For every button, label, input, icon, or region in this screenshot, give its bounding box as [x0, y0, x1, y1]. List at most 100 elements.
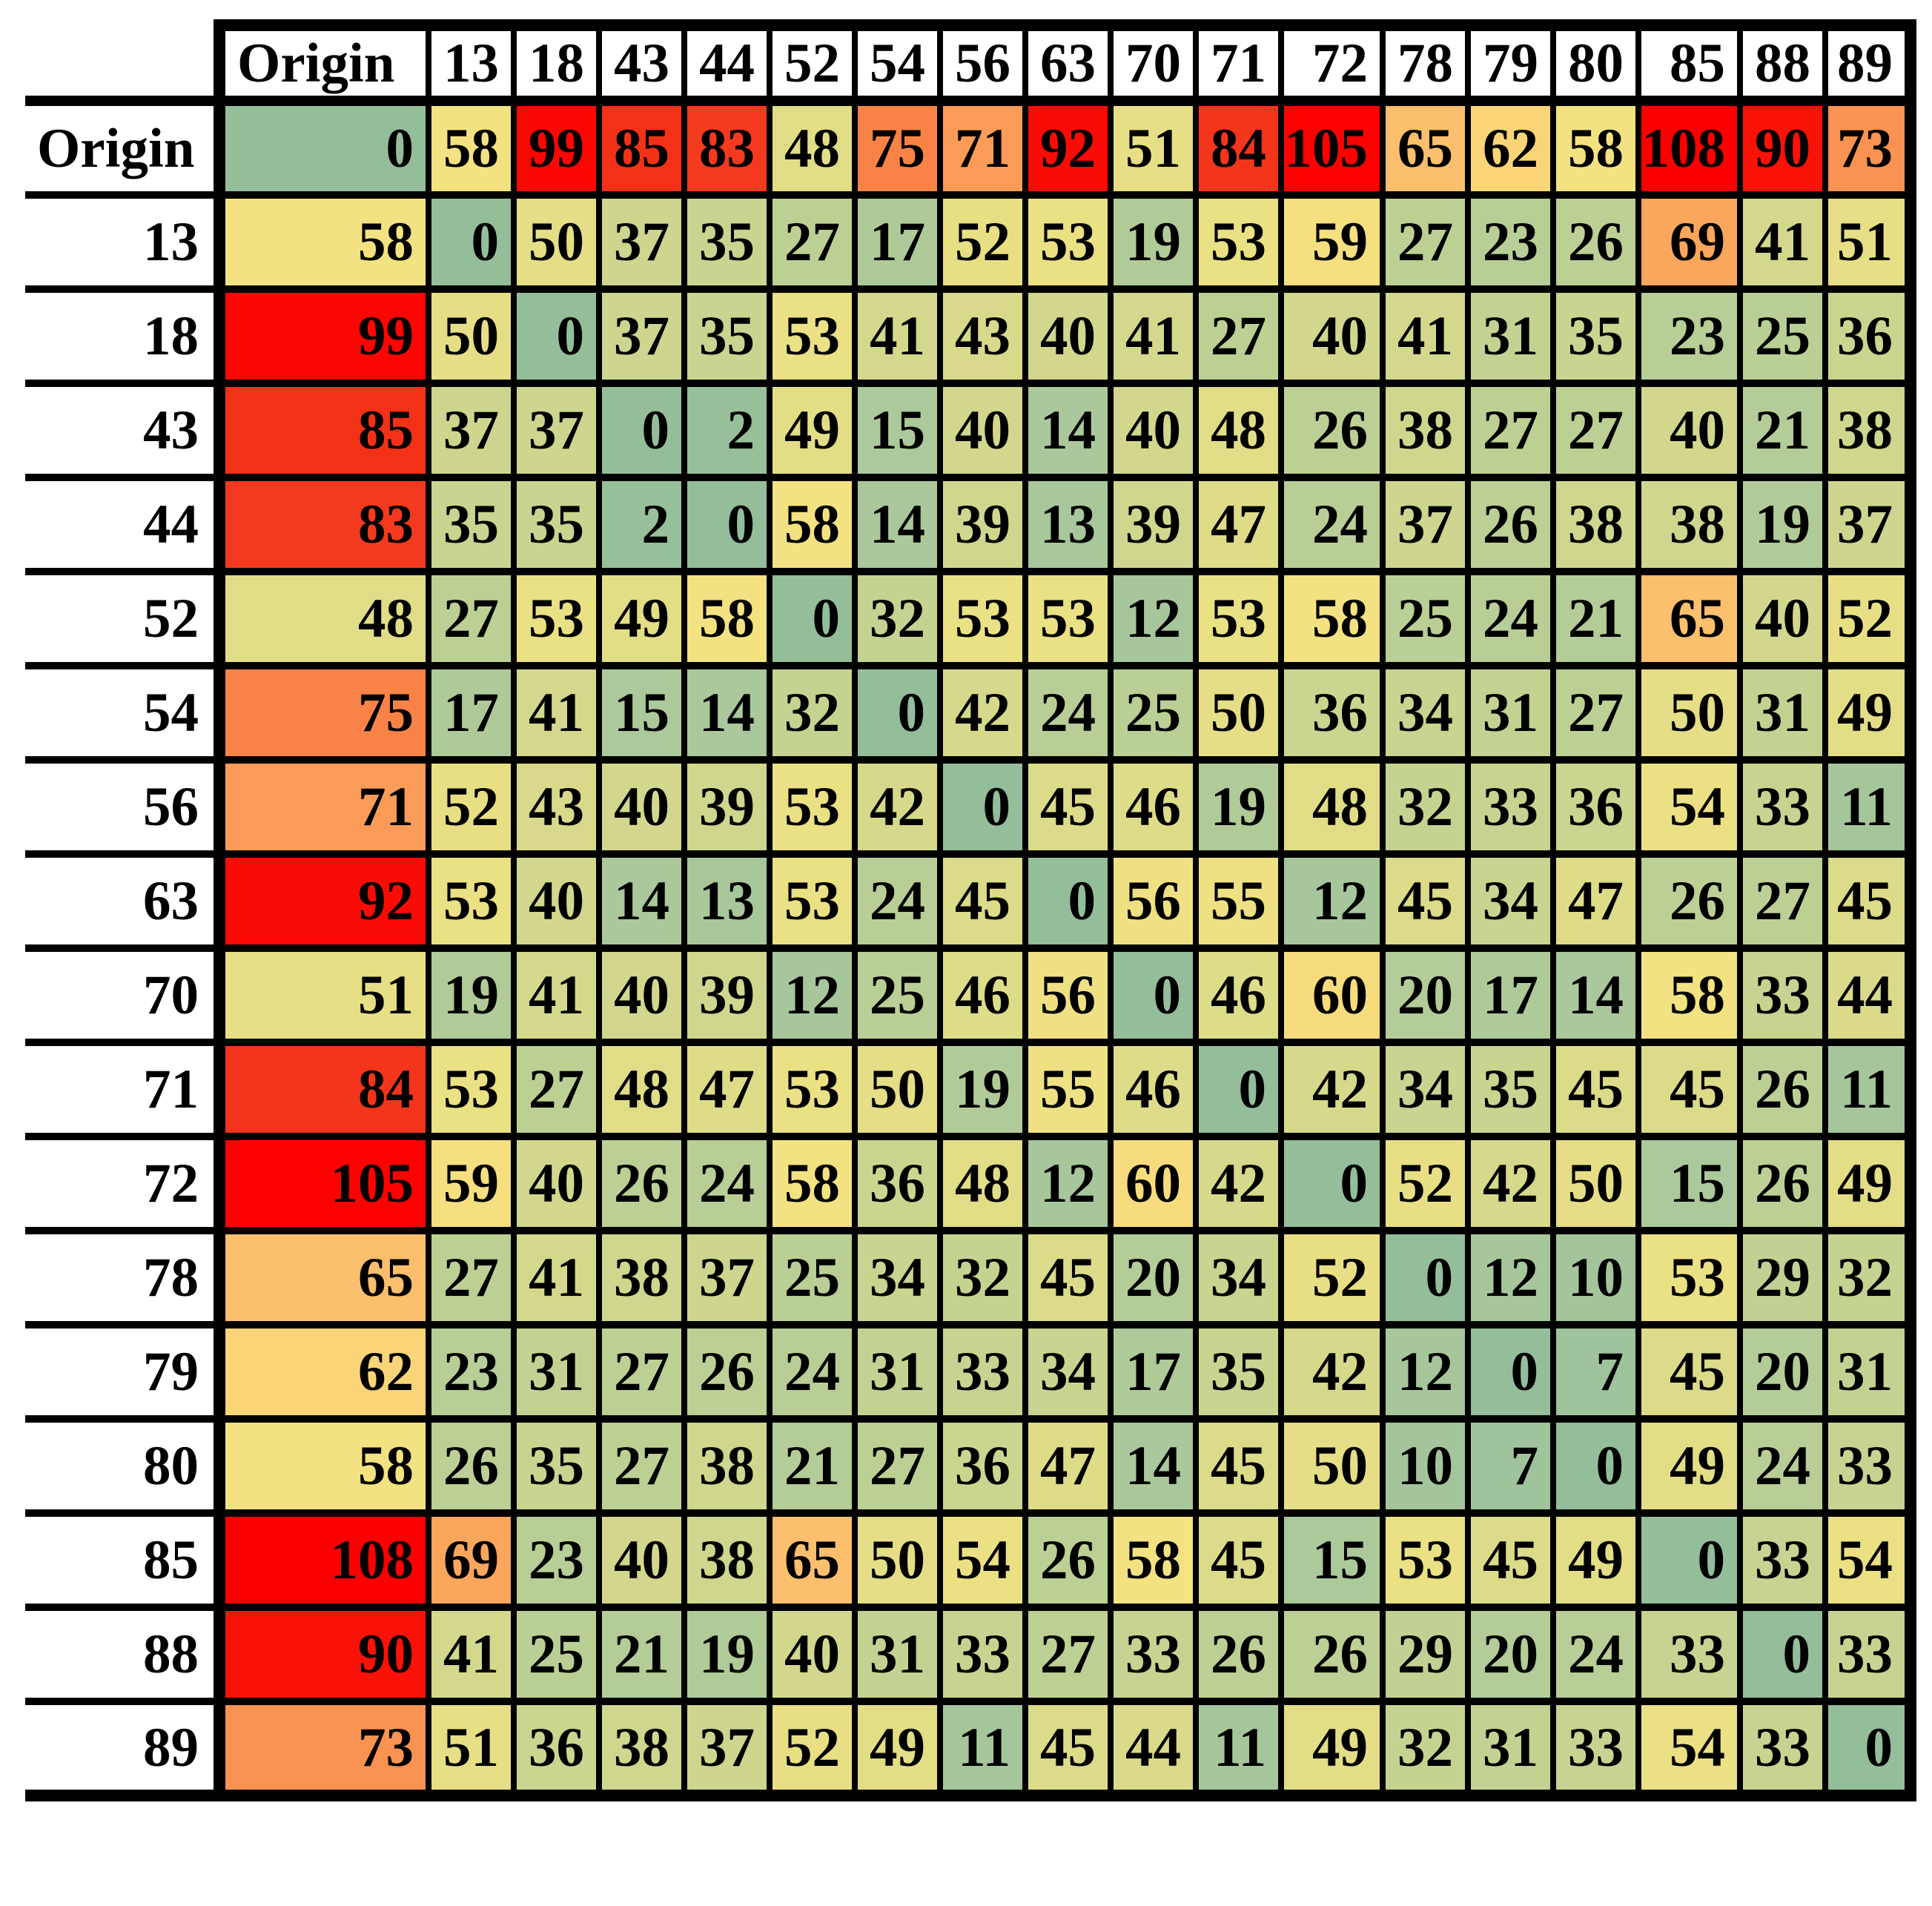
row-label-89: 89 — [25, 1698, 219, 1801]
matrix-cell: 43 — [511, 756, 602, 858]
matrix-cell: 83 — [681, 97, 773, 199]
matrix-cell: 15 — [1278, 1509, 1386, 1611]
matrix-cell: 15 — [1635, 1133, 1743, 1234]
matrix-cell: 32 — [937, 1227, 1028, 1328]
matrix-cell: 39 — [681, 756, 773, 858]
matrix-cell: 65 — [1380, 97, 1471, 199]
matrix-cell: 20 — [1465, 1604, 1556, 1705]
matrix-cell: 38 — [1550, 474, 1641, 575]
matrix-cell: 0 — [1380, 1227, 1471, 1328]
matrix-row-89: 89 73 51 36 38 37 52 49 11 45 44 11 49 32 31 33 54 33 0 — [25, 1698, 1916, 1801]
matrix-cell: 19 — [681, 1604, 773, 1705]
row-label-18: 18 — [25, 285, 219, 387]
matrix-cell: 45 — [1193, 1509, 1284, 1611]
matrix-cell: 46 — [1108, 1039, 1199, 1140]
matrix-cell: 41 — [1380, 285, 1471, 387]
matrix-cell: 14 — [596, 850, 687, 952]
matrix-cell: 52 — [767, 1698, 858, 1801]
row-label-88: 88 — [25, 1604, 219, 1705]
matrix-cell: 45 — [1022, 1227, 1114, 1328]
matrix-cell: 65 — [214, 1227, 431, 1328]
matrix-cell: 71 — [214, 756, 431, 858]
matrix-cell: 59 — [1278, 191, 1386, 293]
matrix-cell: 45 — [1635, 1321, 1743, 1423]
matrix-cell: 33 — [1108, 1604, 1199, 1705]
matrix-cell: 21 — [596, 1604, 687, 1705]
matrix-cell: 32 — [1822, 1227, 1916, 1328]
matrix-cell: 50 — [852, 1039, 943, 1140]
matrix-cell: 44 — [1108, 1698, 1199, 1801]
matrix-cell: 53 — [511, 568, 602, 669]
matrix-cell: 84 — [1193, 97, 1284, 199]
matrix-cell: 105 — [1278, 97, 1386, 199]
row-label-54: 54 — [25, 662, 219, 764]
matrix-cell: 73 — [1822, 97, 1916, 199]
matrix-cell: 42 — [852, 756, 943, 858]
matrix-cell: 56 — [1022, 944, 1114, 1046]
matrix-cell: 24 — [1550, 1604, 1641, 1705]
matrix-cell: 35 — [681, 285, 773, 387]
matrix-cell: 99 — [511, 97, 602, 199]
matrix-cell: 42 — [1278, 1321, 1386, 1423]
matrix-cell: 45 — [1822, 850, 1916, 952]
matrix-row-18: 18 99 50 0 37 35 53 41 43 40 41 27 40 41 31 35 23 25 36 — [25, 285, 1916, 387]
matrix-cell: 35 — [511, 1415, 602, 1517]
matrix-cell: 33 — [1737, 944, 1828, 1046]
matrix-cell: 13 — [1022, 474, 1114, 575]
matrix-cell: 0 — [1278, 1133, 1386, 1234]
matrix-cell: 14 — [1022, 380, 1114, 481]
matrix-cell: 50 — [1278, 1415, 1386, 1517]
matrix-cell: 0 — [767, 568, 858, 669]
matrix-cell: 34 — [1465, 850, 1556, 952]
column-header-79: 79 — [1465, 19, 1556, 106]
matrix-cell: 36 — [937, 1415, 1028, 1517]
matrix-row-88: 88 90 41 25 21 19 40 31 33 27 33 26 26 29 20 24 33 0 33 — [25, 1604, 1916, 1705]
row-label-63: 63 — [25, 850, 219, 952]
matrix-cell: 85 — [214, 380, 431, 481]
matrix-cell: 92 — [1022, 97, 1114, 199]
column-header-origin: Origin — [214, 19, 431, 106]
matrix-cell: 47 — [681, 1039, 773, 1140]
column-header-13: 13 — [426, 19, 517, 106]
column-header-63: 63 — [1022, 19, 1114, 106]
matrix-cell: 36 — [1550, 756, 1641, 858]
row-label-origin: Origin — [25, 96, 219, 199]
matrix-cell: 21 — [1737, 380, 1828, 481]
matrix-cell: 48 — [596, 1039, 687, 1140]
matrix-cell: 0 — [1108, 944, 1199, 1046]
matrix-row-63: 63 92 53 40 14 13 53 24 45 0 56 55 12 45 34 47 26 27 45 — [25, 850, 1916, 952]
matrix-cell: 17 — [1108, 1321, 1199, 1423]
matrix-row-52: 52 48 27 53 49 58 0 32 53 53 12 53 58 25 24 21 65 40 52 — [25, 568, 1916, 669]
matrix-cell: 35 — [1193, 1321, 1284, 1423]
matrix-cell: 33 — [1465, 756, 1556, 858]
matrix-cell: 35 — [426, 474, 517, 575]
matrix-cell: 108 — [214, 1509, 431, 1611]
matrix-cell: 40 — [1737, 568, 1828, 669]
matrix-cell: 34 — [1193, 1227, 1284, 1328]
matrix-cell: 25 — [1108, 662, 1199, 764]
matrix-cell: 38 — [1635, 474, 1743, 575]
matrix-cell: 75 — [852, 97, 943, 199]
matrix-cell: 36 — [1822, 285, 1916, 387]
matrix-cell: 23 — [426, 1321, 517, 1423]
matrix-cell: 0 — [511, 285, 602, 387]
matrix-cell: 69 — [426, 1509, 517, 1611]
matrix-cell: 54 — [1822, 1509, 1916, 1611]
matrix-cell: 19 — [1737, 474, 1828, 575]
matrix-cell: 26 — [1022, 1509, 1114, 1611]
matrix-cell: 51 — [1822, 191, 1916, 293]
matrix-cell: 34 — [1380, 662, 1471, 764]
matrix-cell: 65 — [1635, 568, 1743, 669]
matrix-cell: 33 — [1737, 1698, 1828, 1801]
matrix-cell: 36 — [852, 1133, 943, 1234]
matrix-cell: 55 — [1193, 850, 1284, 952]
matrix-cell: 24 — [852, 850, 943, 952]
matrix-cell: 38 — [596, 1698, 687, 1801]
matrix-cell: 52 — [1822, 568, 1916, 669]
matrix-cell: 85 — [596, 97, 687, 199]
matrix-cell: 54 — [1635, 1698, 1743, 1801]
matrix-cell: 15 — [852, 380, 943, 481]
matrix-cell: 21 — [1550, 568, 1641, 669]
matrix-cell: 53 — [1193, 568, 1284, 669]
